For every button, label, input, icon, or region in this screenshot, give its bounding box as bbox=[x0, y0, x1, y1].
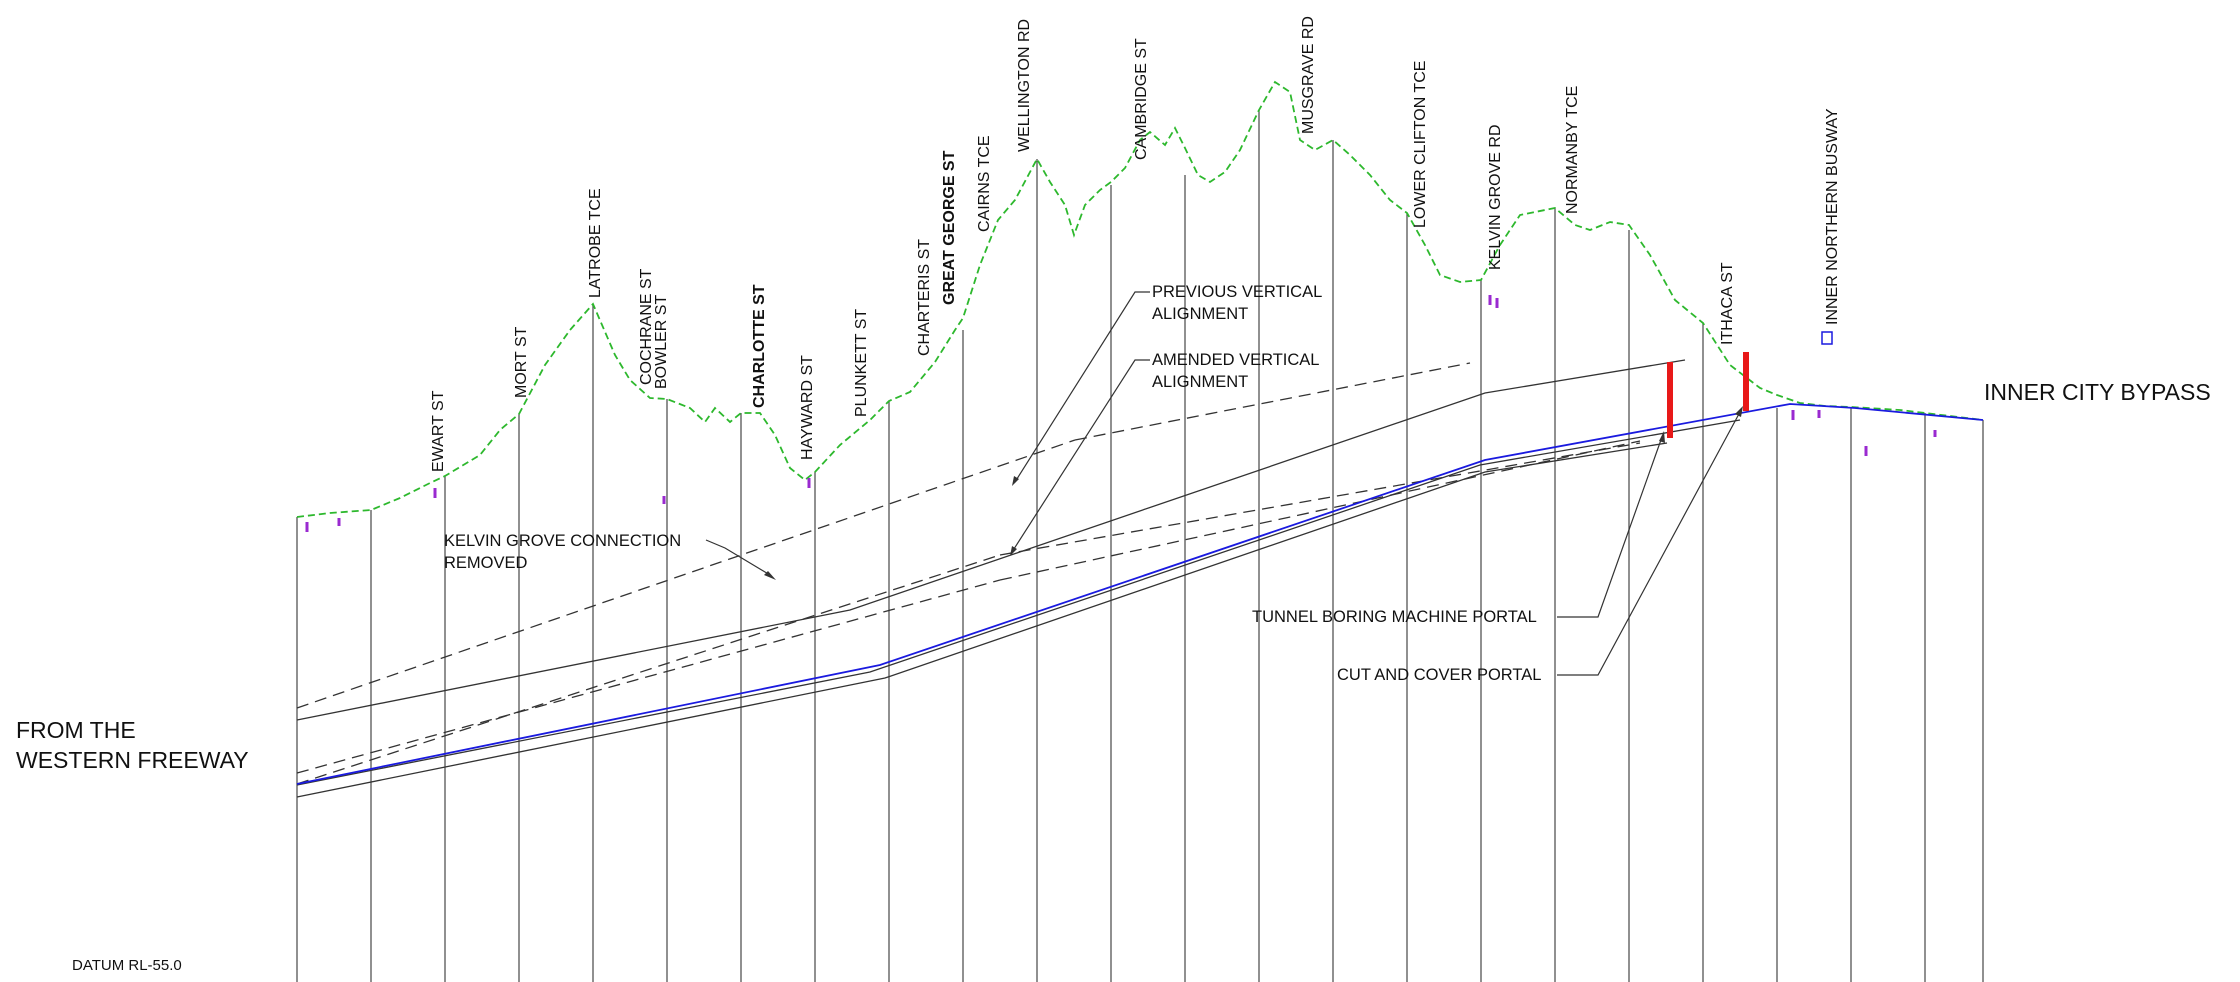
arrowhead bbox=[1010, 546, 1017, 556]
street-label-wellington-rd: WELLINGTON RD bbox=[1016, 19, 1033, 152]
street-label-charteris-st: CHARTERIS ST bbox=[916, 239, 933, 356]
street-label-ithaca-st: ITHACA ST bbox=[1719, 262, 1736, 345]
arrowhead bbox=[1659, 431, 1665, 443]
leader-previous bbox=[1014, 291, 1150, 483]
portals bbox=[1667, 352, 1749, 438]
previous-alignment-lower bbox=[296, 554, 1001, 785]
street-label-cambridge-st: CAMBRIDGE ST bbox=[1133, 38, 1150, 160]
kelvin-grove-callout-line2: REMOVED bbox=[444, 554, 528, 572]
leader-kelvin-grove bbox=[705, 539, 771, 576]
upper-alignment bbox=[296, 359, 1686, 721]
street-label-charlotte-st: CHARLOTTE ST bbox=[751, 284, 768, 408]
leader-tbm-portal bbox=[1557, 436, 1663, 618]
previous-alignment-upper bbox=[999, 440, 1641, 581]
previous-alignment-callout-line2: ALIGNMENT bbox=[1152, 305, 1248, 323]
street-label-inner-northern-busway: INNER NORTHERN BUSWAY bbox=[1824, 108, 1841, 325]
previous-alignment-callout-line1: PREVIOUS VERTICAL bbox=[1152, 283, 1322, 301]
lower-tunnel-crown bbox=[296, 419, 1741, 786]
ground-surface-line bbox=[296, 80, 1984, 518]
street-label-mort-st: MORT ST bbox=[513, 326, 530, 398]
amended-alignment-callout-line1: AMENDED VERTICAL bbox=[1152, 351, 1319, 369]
arrowhead bbox=[1735, 406, 1743, 417]
street-label-hayward-st: HAYWARD ST bbox=[799, 355, 816, 460]
datum-label: DATUM RL-55.0 bbox=[72, 957, 182, 974]
arrowhead bbox=[764, 571, 776, 580]
street-label-lower-clifton-tce: LOWER CLIFTON TCE bbox=[1412, 61, 1429, 228]
from-label-line1: FROM THE bbox=[16, 717, 136, 743]
survey-marks bbox=[305, 295, 1937, 532]
to-label: INNER CITY BYPASS bbox=[1984, 379, 2211, 405]
street-label-kelvin-grove-rd: KELVIN GROVE RD bbox=[1487, 124, 1504, 270]
leader-amended bbox=[1011, 359, 1150, 553]
previous-alignment-upper bbox=[296, 579, 1001, 774]
street-label-normanby-tce: NORMANBY TCE bbox=[1564, 86, 1581, 214]
lower-tunnel-invert bbox=[296, 442, 1668, 798]
previous-alignment-kelvin-grove-connection bbox=[1074, 362, 1471, 441]
leader-lines bbox=[705, 291, 1741, 676]
previous-alignment-kelvin-grove-connection bbox=[296, 439, 1076, 709]
street-label-musgrave-rd: MUSGRAVE RD bbox=[1300, 16, 1317, 134]
previous-alignment bbox=[296, 362, 1641, 785]
amended-vertical-alignment-line bbox=[296, 403, 1984, 785]
station-grid bbox=[296, 110, 1984, 982]
amended-alignment-callout-line2: ALIGNMENT bbox=[1152, 373, 1248, 391]
street-label-bowler-st: BOWLER ST bbox=[653, 295, 670, 389]
busway-symbol-icon bbox=[1821, 331, 1833, 345]
street-label-cairns-tce: CAIRNS TCE bbox=[976, 135, 993, 232]
street-label-great-george-st: GREAT GEORGE ST bbox=[941, 150, 958, 305]
street-labels: EWART ST MORT ST LATROBE TCE COCHRANE ST… bbox=[430, 16, 1841, 472]
arrowheads bbox=[764, 406, 1743, 580]
street-label-latrobe-tce: LATROBE TCE bbox=[587, 188, 604, 298]
amended-alignment-envelope bbox=[296, 359, 1741, 798]
tbm-portal-callout: TUNNEL BORING MACHINE PORTAL bbox=[1252, 608, 1537, 626]
previous-alignment-lower bbox=[999, 442, 1641, 556]
from-label-line2: WESTERN FREEWAY bbox=[16, 747, 249, 773]
street-label-plunkett-st: PLUNKETT ST bbox=[853, 309, 870, 417]
street-label-ewart-st: EWART ST bbox=[430, 390, 447, 472]
kelvin-grove-callout-line1: KELVIN GROVE CONNECTION bbox=[444, 532, 681, 550]
arrowhead bbox=[1012, 476, 1019, 486]
cut-cover-portal-callout: CUT AND COVER PORTAL bbox=[1337, 666, 1541, 684]
street-label-cochrane-st: COCHRANE ST bbox=[638, 268, 655, 385]
leader-cut-cover-portal bbox=[1557, 411, 1741, 676]
